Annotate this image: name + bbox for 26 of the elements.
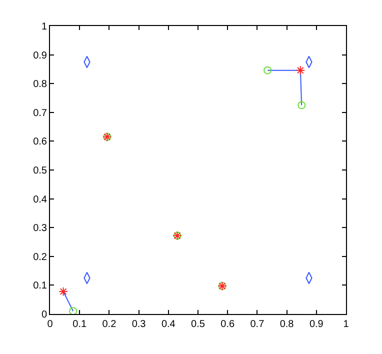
y-tick-label: 0.4 bbox=[33, 194, 48, 206]
y-tick-label: 0.3 bbox=[33, 223, 48, 234]
y-tick-label: 1 bbox=[41, 22, 48, 32]
y-tick-label: 0 bbox=[41, 310, 48, 320]
y-tick-label: 0.6 bbox=[33, 136, 48, 148]
x-tick-label: 0.1 bbox=[72, 319, 87, 330]
point bbox=[69, 307, 78, 316]
x-tick-label: 0.3 bbox=[132, 319, 146, 330]
y-tick-label: 0.1 bbox=[33, 280, 48, 292]
y-tick-label: 0.9 bbox=[33, 50, 48, 62]
x-tick-label: 0.4 bbox=[161, 319, 176, 330]
x-tick-label: 0.9 bbox=[309, 319, 324, 330]
y-tick-label: 0.7 bbox=[33, 108, 48, 119]
x-tick-label: 0.2 bbox=[102, 319, 117, 330]
y-tick-label: 0.5 bbox=[33, 166, 48, 176]
y-tick-label: 0.8 bbox=[33, 79, 48, 90]
point bbox=[58, 286, 68, 296]
x-tick-label: 1 bbox=[343, 319, 350, 330]
y-tick-label: 0.2 bbox=[33, 252, 48, 263]
x-tick-label: 0.8 bbox=[280, 319, 294, 330]
point bbox=[264, 66, 272, 74]
x-tick-label: 0.6 bbox=[220, 319, 235, 330]
x-tick-label: 0.7 bbox=[250, 319, 265, 330]
point bbox=[296, 66, 306, 76]
point bbox=[298, 101, 306, 110]
x-tick-label: 0.5 bbox=[191, 319, 206, 330]
